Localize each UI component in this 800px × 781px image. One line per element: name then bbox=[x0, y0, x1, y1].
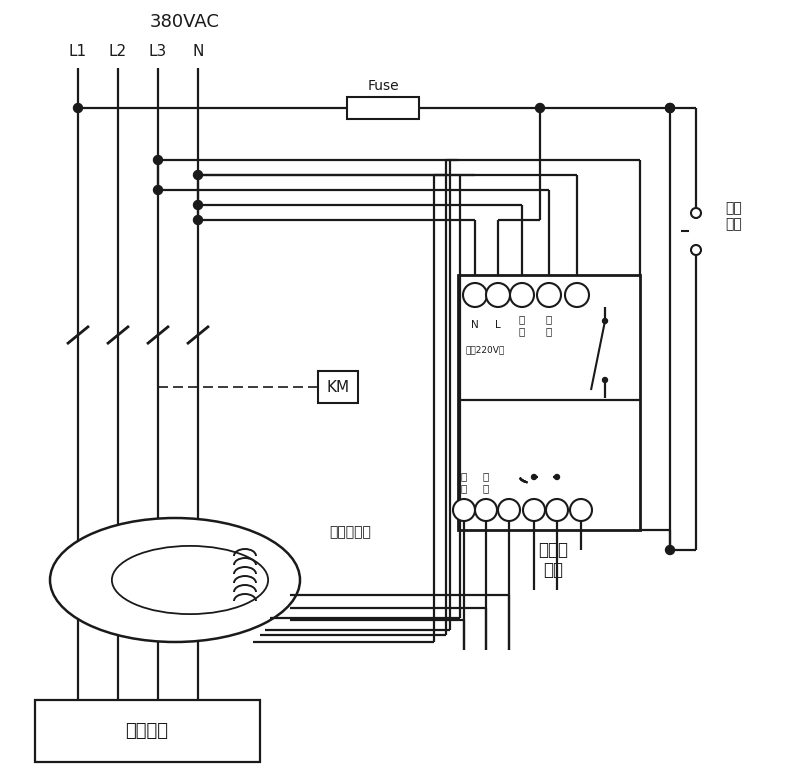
Circle shape bbox=[154, 186, 162, 194]
Text: KM: KM bbox=[326, 380, 350, 394]
Text: 10: 10 bbox=[479, 505, 493, 515]
Text: 用户设备: 用户设备 bbox=[126, 722, 169, 740]
Circle shape bbox=[523, 499, 545, 521]
Text: 信
号: 信 号 bbox=[483, 471, 489, 493]
Circle shape bbox=[194, 170, 202, 180]
Text: Fuse: Fuse bbox=[367, 79, 399, 93]
Text: 1: 1 bbox=[530, 505, 538, 515]
Bar bbox=[318, 371, 358, 403]
Text: 3: 3 bbox=[578, 505, 585, 515]
Circle shape bbox=[535, 104, 545, 112]
Circle shape bbox=[475, 499, 497, 521]
Text: 自锁
开关: 自锁 开关 bbox=[726, 201, 742, 231]
Circle shape bbox=[537, 283, 561, 307]
Circle shape bbox=[666, 104, 674, 112]
Circle shape bbox=[74, 104, 82, 112]
Text: 7: 7 bbox=[494, 288, 502, 301]
Circle shape bbox=[510, 283, 534, 307]
Bar bbox=[347, 97, 419, 119]
Text: L1: L1 bbox=[69, 45, 87, 59]
Text: N: N bbox=[471, 320, 479, 330]
Circle shape bbox=[194, 216, 202, 224]
Circle shape bbox=[691, 245, 701, 255]
Text: 6: 6 bbox=[518, 288, 526, 301]
Circle shape bbox=[498, 499, 520, 521]
Circle shape bbox=[570, 499, 592, 521]
Text: N: N bbox=[192, 45, 204, 59]
Text: L2: L2 bbox=[109, 45, 127, 59]
Text: 8: 8 bbox=[471, 288, 478, 301]
Bar bbox=[35, 700, 260, 762]
Circle shape bbox=[554, 475, 559, 480]
Text: 2: 2 bbox=[554, 505, 561, 515]
Circle shape bbox=[463, 283, 487, 307]
Circle shape bbox=[194, 201, 202, 209]
Text: L: L bbox=[495, 320, 501, 330]
Text: 11: 11 bbox=[502, 505, 516, 515]
Text: 零序互感器: 零序互感器 bbox=[329, 525, 371, 539]
Circle shape bbox=[602, 319, 607, 323]
Bar bbox=[458, 275, 640, 530]
Text: 9: 9 bbox=[461, 505, 467, 515]
Circle shape bbox=[666, 545, 674, 555]
Text: 接声光
报警: 接声光 报警 bbox=[538, 540, 568, 580]
Circle shape bbox=[602, 377, 607, 383]
Circle shape bbox=[666, 104, 674, 112]
Text: 试
验: 试 验 bbox=[546, 314, 552, 336]
Ellipse shape bbox=[50, 518, 300, 642]
Circle shape bbox=[486, 283, 510, 307]
Circle shape bbox=[691, 208, 701, 218]
Circle shape bbox=[154, 155, 162, 165]
Circle shape bbox=[565, 283, 589, 307]
Circle shape bbox=[453, 499, 475, 521]
Text: 4: 4 bbox=[574, 288, 581, 301]
Text: L3: L3 bbox=[149, 45, 167, 59]
Ellipse shape bbox=[112, 546, 268, 614]
Text: 电源220V～: 电源220V～ bbox=[466, 345, 506, 355]
Text: 信
号: 信 号 bbox=[461, 471, 467, 493]
Circle shape bbox=[531, 475, 537, 480]
Circle shape bbox=[546, 499, 568, 521]
Text: 5: 5 bbox=[546, 288, 553, 301]
Text: 试
验: 试 验 bbox=[519, 314, 525, 336]
Text: 380VAC: 380VAC bbox=[150, 13, 220, 31]
